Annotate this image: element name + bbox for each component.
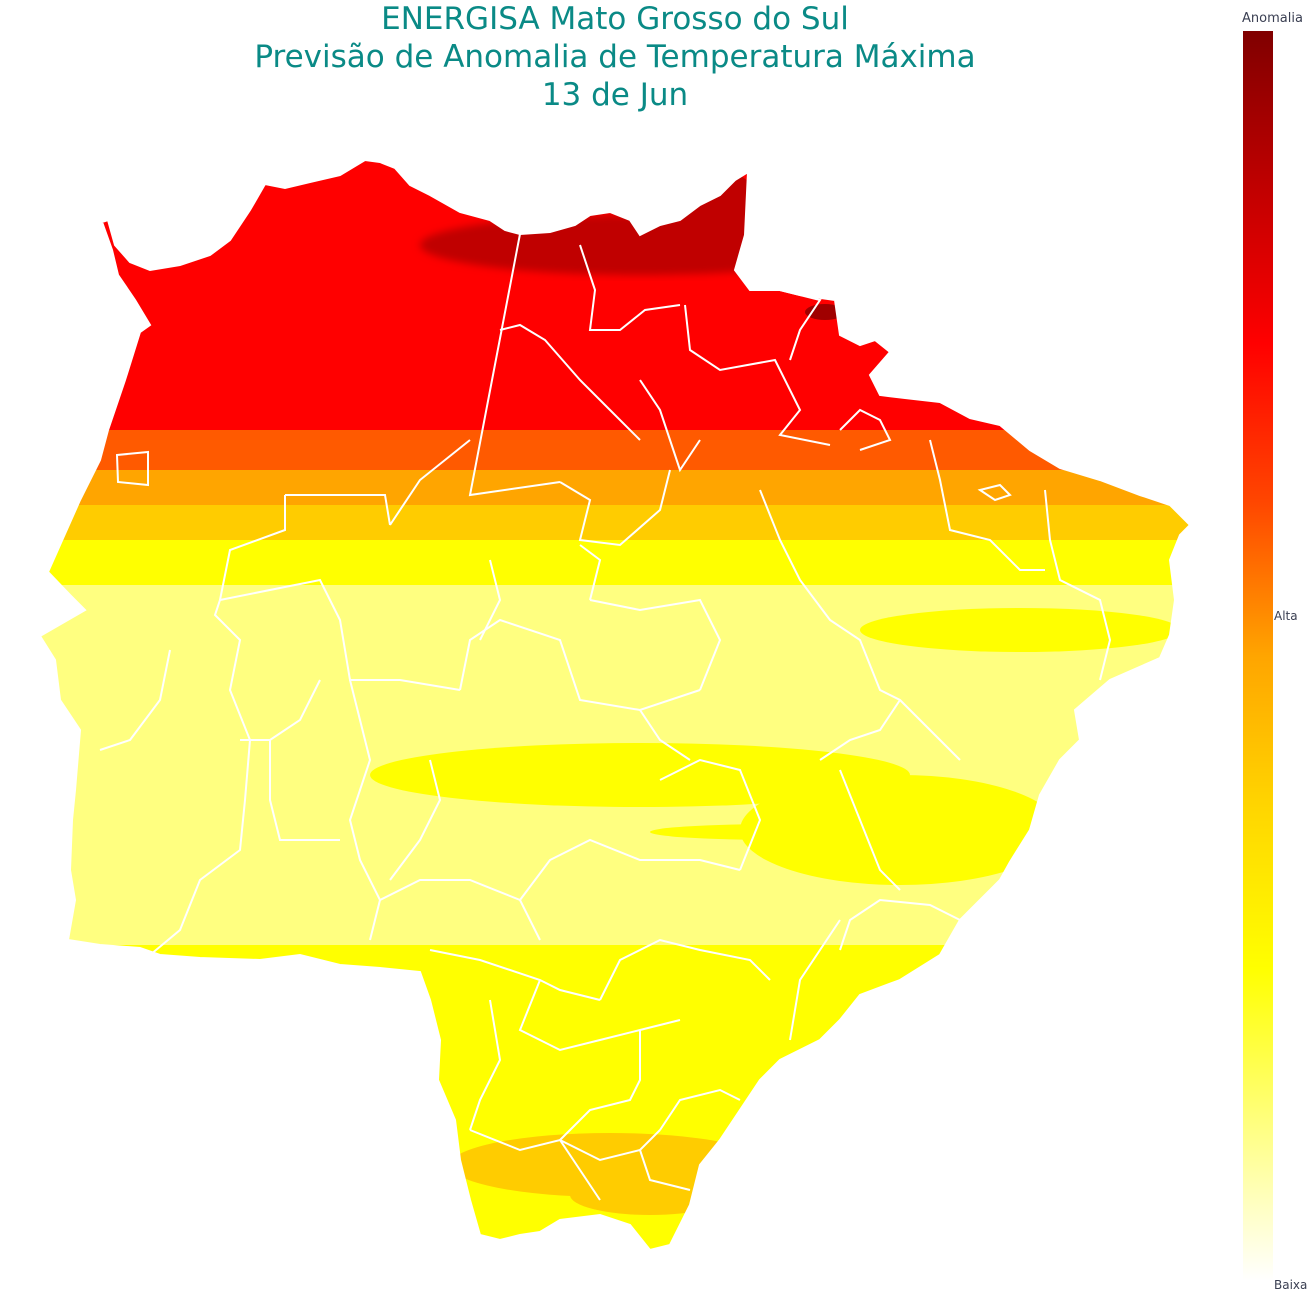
- anomaly-bands: [40, 160, 1190, 1250]
- legend-label-low: Baixa: [1274, 1278, 1308, 1292]
- state-map[interactable]: [0, 0, 1230, 1296]
- band-orange: [40, 470, 1190, 510]
- band-yellow-east: [860, 608, 1180, 652]
- legend-title: Anomalia: [1242, 11, 1303, 26]
- map-title: ENERGISA Mato Grosso do Sul Previsão de …: [0, 0, 1230, 114]
- band-yellow-south: [40, 945, 1190, 1250]
- band-gold: [40, 505, 1190, 545]
- band-yellow-center: [370, 743, 910, 807]
- municipality-borders: [99, 233, 1112, 1201]
- title-line-2: Previsão de Anomalia de Temperatura Máxi…: [254, 39, 976, 75]
- band-very-high-north: [420, 215, 860, 275]
- legend-label-high: Alta: [1274, 609, 1298, 623]
- band-high: [40, 160, 1190, 435]
- band-orange-red: [40, 430, 1190, 475]
- color-legend: Anomalia Alta Baixa: [1236, 0, 1312, 1296]
- title-line-3: 13 de Jun: [541, 77, 689, 113]
- band-yellow-north: [40, 540, 1190, 590]
- title-line-1: ENERGISA Mato Grosso do Sul: [381, 1, 849, 37]
- band-yellow-streak: [650, 824, 910, 840]
- legend-colorbar: [1243, 31, 1273, 1281]
- map-area[interactable]: [0, 0, 1230, 1296]
